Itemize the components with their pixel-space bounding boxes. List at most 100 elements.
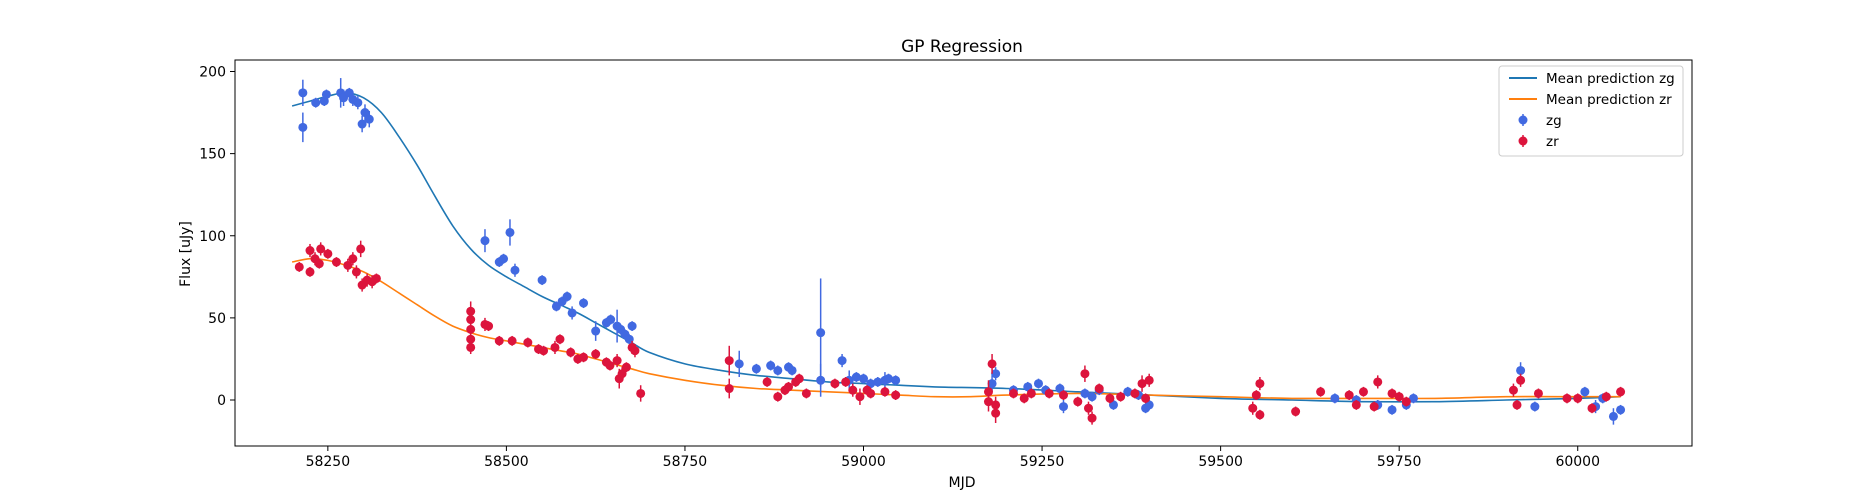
y-tick-label: 200 (199, 64, 226, 80)
marker-zg (1108, 400, 1118, 410)
data-point-zr (1516, 373, 1526, 387)
data-point-zg (364, 110, 374, 128)
data-point-zr (494, 335, 504, 346)
marker-zr (773, 392, 783, 402)
marker-zr (1516, 375, 1526, 385)
data-point-zg (321, 89, 331, 100)
data-point-zr (612, 354, 622, 368)
data-point-zr (331, 257, 341, 267)
legend-marker-zg (1518, 114, 1528, 126)
marker-zr (1141, 393, 1151, 403)
marker-zr (630, 346, 640, 356)
marker-zg (1608, 411, 1618, 421)
marker-zr (1251, 390, 1261, 400)
y-tick-label: 100 (199, 229, 226, 245)
data-point-zr (784, 381, 794, 392)
x-tick-label: 60000 (1555, 454, 1600, 470)
y-tick-label: 0 (217, 393, 226, 409)
marker-zg (1144, 400, 1154, 410)
data-point-zg (1055, 383, 1065, 394)
marker-zr (294, 262, 304, 272)
data-point-zg (1387, 404, 1397, 415)
marker-zr (356, 244, 366, 254)
data-point-zg (891, 375, 901, 386)
data-point-zg (751, 363, 761, 374)
chart-title: GP Regression (901, 37, 1023, 57)
marker-zr (1401, 397, 1411, 407)
marker-zg (627, 321, 637, 331)
marker-zr (784, 382, 794, 392)
marker-zr (1080, 369, 1090, 379)
marker-zg (884, 374, 894, 384)
data-point-zr (983, 391, 993, 412)
data-point-zr (1351, 400, 1361, 410)
data-point-zg (591, 321, 601, 341)
series-zg (298, 78, 1626, 425)
data-point-zr (343, 258, 353, 272)
marker-zr (466, 315, 476, 325)
data-point-zr (1251, 390, 1261, 401)
marker-zr (539, 346, 549, 356)
data-point-zg (606, 314, 616, 325)
data-point-zr (1358, 386, 1368, 397)
marker-zg (1387, 405, 1397, 415)
data-point-zg (1580, 386, 1590, 397)
marker-zg (360, 108, 370, 118)
data-point-zr (1369, 401, 1379, 412)
data-point-zg (866, 378, 876, 389)
data-point-zr (1401, 396, 1411, 407)
marker-zg (606, 315, 616, 325)
marker-zg (537, 275, 547, 285)
marker-zg (344, 88, 354, 98)
marker-zg (505, 227, 515, 237)
marker-zr (566, 347, 576, 357)
marker-zg (364, 114, 374, 124)
marker-zr (866, 388, 876, 398)
marker-zr (1083, 403, 1093, 413)
marker-zr (343, 260, 353, 270)
marker-zr (1255, 410, 1265, 420)
data-point-zg (734, 350, 744, 378)
marker-zr (848, 385, 858, 395)
data-point-zg (1080, 388, 1090, 399)
data-point-zg (1616, 404, 1626, 415)
data-point-zr (1026, 388, 1036, 399)
data-point-zr (636, 385, 646, 402)
marker-zg (567, 308, 577, 318)
marker-zg (298, 122, 308, 132)
data-point-zr (866, 388, 876, 399)
data-point-zr (507, 335, 517, 346)
data-point-zg (627, 321, 637, 332)
marker-zr (1116, 392, 1126, 402)
legend: Mean prediction zg Mean prediction zr zg… (1498, 65, 1684, 157)
data-point-zr (830, 378, 840, 389)
data-point-zr (1073, 396, 1083, 407)
marker-zr (621, 362, 631, 372)
data-point-zr (1562, 393, 1572, 404)
marker-zr (1248, 403, 1258, 413)
marker-zg (1408, 393, 1418, 403)
marker-zr (1344, 390, 1354, 400)
marker-zr (579, 352, 589, 362)
marker-zr (1373, 377, 1383, 387)
marker-zg (1080, 388, 1090, 398)
marker-zr (550, 342, 560, 352)
data-point-zr (773, 391, 783, 402)
x-axis-label: MJD (949, 475, 976, 491)
marker-zr (331, 257, 341, 267)
marker-zr (1144, 375, 1154, 385)
data-point-zr (1291, 406, 1301, 417)
marker-zg (851, 372, 861, 382)
data-point-zr (848, 383, 858, 397)
marker-zr (1616, 387, 1626, 397)
data-point-zr (1105, 393, 1115, 404)
marker-zr (724, 356, 734, 366)
marker-zr (1058, 390, 1068, 400)
marker-zr (724, 384, 734, 394)
data-point-zr (1080, 365, 1090, 382)
data-point-zr (1058, 390, 1068, 401)
data-point-zg (480, 229, 490, 253)
marker-zg (499, 254, 509, 264)
data-point-zr (1008, 388, 1018, 399)
